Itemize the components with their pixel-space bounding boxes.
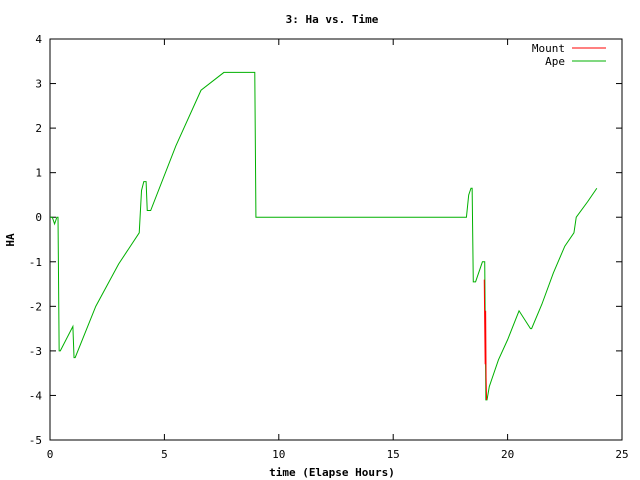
y-axis-label: HA bbox=[4, 233, 17, 247]
y-axis-ticks: -5 -4 -3 -2 -1 0 1 2 3 4 bbox=[29, 33, 622, 447]
legend-label-mount: Mount bbox=[532, 42, 565, 55]
y-tick-label: 1 bbox=[35, 167, 42, 180]
y-tick-label: 0 bbox=[35, 211, 42, 224]
y-tick-label: -2 bbox=[29, 300, 42, 313]
legend-label-ape: Ape bbox=[545, 55, 565, 68]
y-tick-label: 2 bbox=[35, 122, 42, 135]
series-group bbox=[50, 71, 598, 401]
series-line-mount bbox=[483, 279, 488, 400]
y-tick-label: -4 bbox=[29, 389, 43, 402]
y-tick-label: -3 bbox=[29, 345, 42, 358]
x-tick-label: 0 bbox=[47, 448, 54, 461]
x-axis-label: time (Elapse Hours) bbox=[269, 466, 395, 479]
x-tick-label: 15 bbox=[387, 448, 400, 461]
x-tick-label: 25 bbox=[615, 448, 628, 461]
y-tick-label: -1 bbox=[29, 256, 42, 269]
plot-frame bbox=[49, 38, 623, 441]
chart-title: 3: Ha vs. Time bbox=[286, 13, 379, 26]
y-tick-label: 3 bbox=[35, 78, 42, 91]
x-tick-label: 20 bbox=[501, 448, 514, 461]
x-axis-ticks: 0 5 10 15 20 25 bbox=[47, 39, 629, 461]
series-line-ape bbox=[50, 71, 598, 401]
x-tick-label: 5 bbox=[161, 448, 168, 461]
y-tick-label: 4 bbox=[35, 33, 42, 46]
y-tick-label: -5 bbox=[29, 434, 42, 447]
x-tick-label: 10 bbox=[272, 448, 285, 461]
